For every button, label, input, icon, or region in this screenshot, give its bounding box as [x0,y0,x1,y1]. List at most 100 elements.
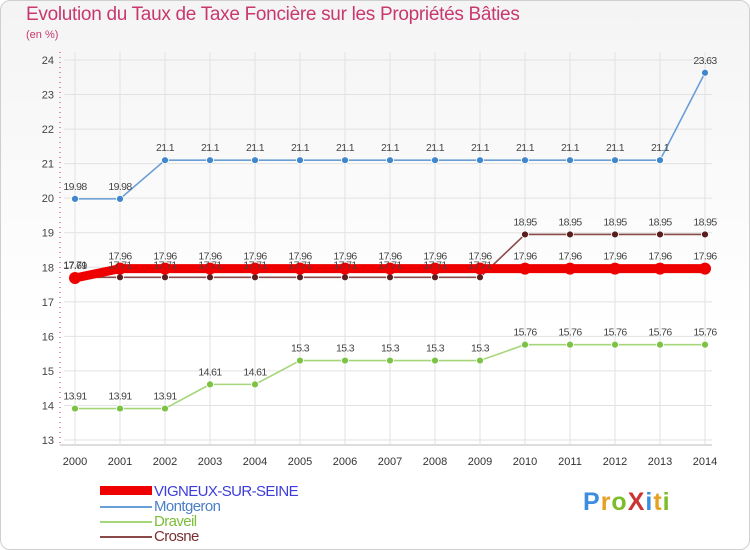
data-point-montgeron [296,156,304,165]
x-tick-label: 2003 [198,456,222,468]
x-tick-label: 2000 [63,456,87,468]
data-label-vigneux: 17.96 [288,251,312,263]
x-tick-label: 2010 [513,456,537,468]
data-label-montgeron: 21.1 [291,142,310,154]
x-tick-label: 2006 [333,456,357,468]
data-label-vigneux: 17.96 [513,251,537,263]
unit-label: (en %) [26,29,59,41]
data-label-montgeron: 21.1 [561,142,580,154]
data-point-vigneux [609,262,621,275]
y-tick-label: 18 [42,262,54,274]
y-tick-label: 24 [42,55,54,67]
data-point-crosne [431,273,439,282]
data-point-crosne [296,273,304,282]
data-point-draveil [341,356,349,365]
data-point-vigneux [159,262,171,275]
data-point-crosne [386,273,394,282]
data-label-montgeron: 21.1 [381,142,400,154]
data-label-crosne: 18.95 [648,216,672,228]
data-point-montgeron [251,156,259,165]
data-point-vigneux [249,262,261,275]
data-label-crosne: 17.71 [468,259,492,271]
data-label-montgeron: 21.1 [426,142,445,154]
data-label-montgeron: 21.1 [606,142,625,154]
data-point-vigneux [429,262,441,275]
data-label-draveil: 15.3 [381,343,400,355]
data-point-vigneux [204,262,216,275]
proxiti-logo: ProXiti [583,488,671,517]
y-tick-label: 23 [42,90,54,102]
data-point-montgeron [521,156,529,165]
data-label-montgeron: 21.1 [246,142,265,154]
data-point-montgeron [656,156,664,165]
y-tick-label: 21 [42,159,54,171]
y-tick-label: 22 [42,124,54,136]
data-label-draveil: 15.76 [558,327,582,339]
data-label-vigneux: 17.96 [693,251,717,263]
data-point-draveil [71,404,79,413]
data-label-crosne: 17.71 [288,259,312,271]
data-point-crosne [161,273,169,282]
data-point-vigneux [519,262,531,275]
data-point-montgeron [206,156,214,165]
data-point-vigneux [384,262,396,275]
data-label-crosne: 17.71 [243,259,267,271]
data-label-vigneux: 17.96 [423,251,447,263]
data-label-montgeron: 21.1 [156,142,175,154]
data-label-vigneux: 17.96 [648,251,672,263]
data-point-draveil [161,404,169,413]
data-label-crosne: 17.71 [63,259,87,271]
data-label-vigneux: 17.69 [63,260,87,272]
data-point-montgeron [161,156,169,165]
logo-letter: r [600,488,612,516]
data-point-draveil [206,380,214,389]
y-tick-label: 16 [42,331,54,343]
data-point-vigneux [564,262,576,275]
legend-swatch-draveil [100,521,152,523]
data-label-draveil: 15.3 [291,343,310,355]
data-point-draveil [251,380,259,389]
data-label-vigneux: 17.96 [108,251,132,263]
data-point-draveil [701,340,709,349]
data-label-crosne: 18.95 [693,216,717,228]
data-point-vigneux [339,262,351,275]
data-point-vigneux [699,262,711,275]
data-label-crosne: 17.71 [423,259,447,271]
data-label-draveil: 13.91 [63,391,87,403]
data-point-crosne [116,273,124,282]
x-tick-label: 2002 [153,456,177,468]
data-point-vigneux [294,262,306,275]
data-point-vigneux [69,271,81,284]
chart-title: Evolution du Taux de Taxe Foncière sur l… [26,4,520,25]
data-label-draveil: 14.61 [243,366,267,378]
data-label-crosne: 18.95 [558,216,582,228]
data-label-draveil: 14.61 [198,366,222,378]
x-tick-label: 2007 [378,456,402,468]
data-label-draveil: 15.3 [336,343,355,355]
data-point-montgeron [341,156,349,165]
axes: 13 14 15 16 17 18 19 20 21 22 23 24 2000 2001 2002 2003… [42,52,717,468]
y-tick-label: 20 [42,193,54,205]
data-point-montgeron [476,156,484,165]
x-tick-label: 2013 [648,456,672,468]
logo-letter: o [611,488,628,516]
x-tick-label: 2008 [423,456,447,468]
data-label-montgeron: 21.1 [471,142,490,154]
data-label-crosne: 17.71 [378,259,402,271]
x-tick-label: 2011 [558,456,582,468]
data-label-crosne: 17.71 [153,259,177,271]
data-label-vigneux: 17.96 [333,251,357,263]
data-label-vigneux: 17.96 [468,251,492,263]
data-labels: 19.98 19.98 21.1 21.1 21.1 21.1 21.1 21.1 21.1 21… [63,55,718,403]
data-label-vigneux: 17.96 [153,251,177,263]
data-label-montgeron: 21.1 [336,142,355,154]
data-label-draveil: 15.3 [471,343,490,355]
data-point-crosne [521,230,529,239]
data-label-crosne: 18.95 [513,216,537,228]
y-tick-label: 15 [42,366,54,378]
legend-label-montgeron: Montgeron [154,498,221,515]
x-tick-label: 2014 [693,456,717,468]
data-label-crosne: 17.71 [333,259,357,271]
y-tick-label: 17 [42,297,54,309]
x-tick-label: 2004 [243,456,267,468]
